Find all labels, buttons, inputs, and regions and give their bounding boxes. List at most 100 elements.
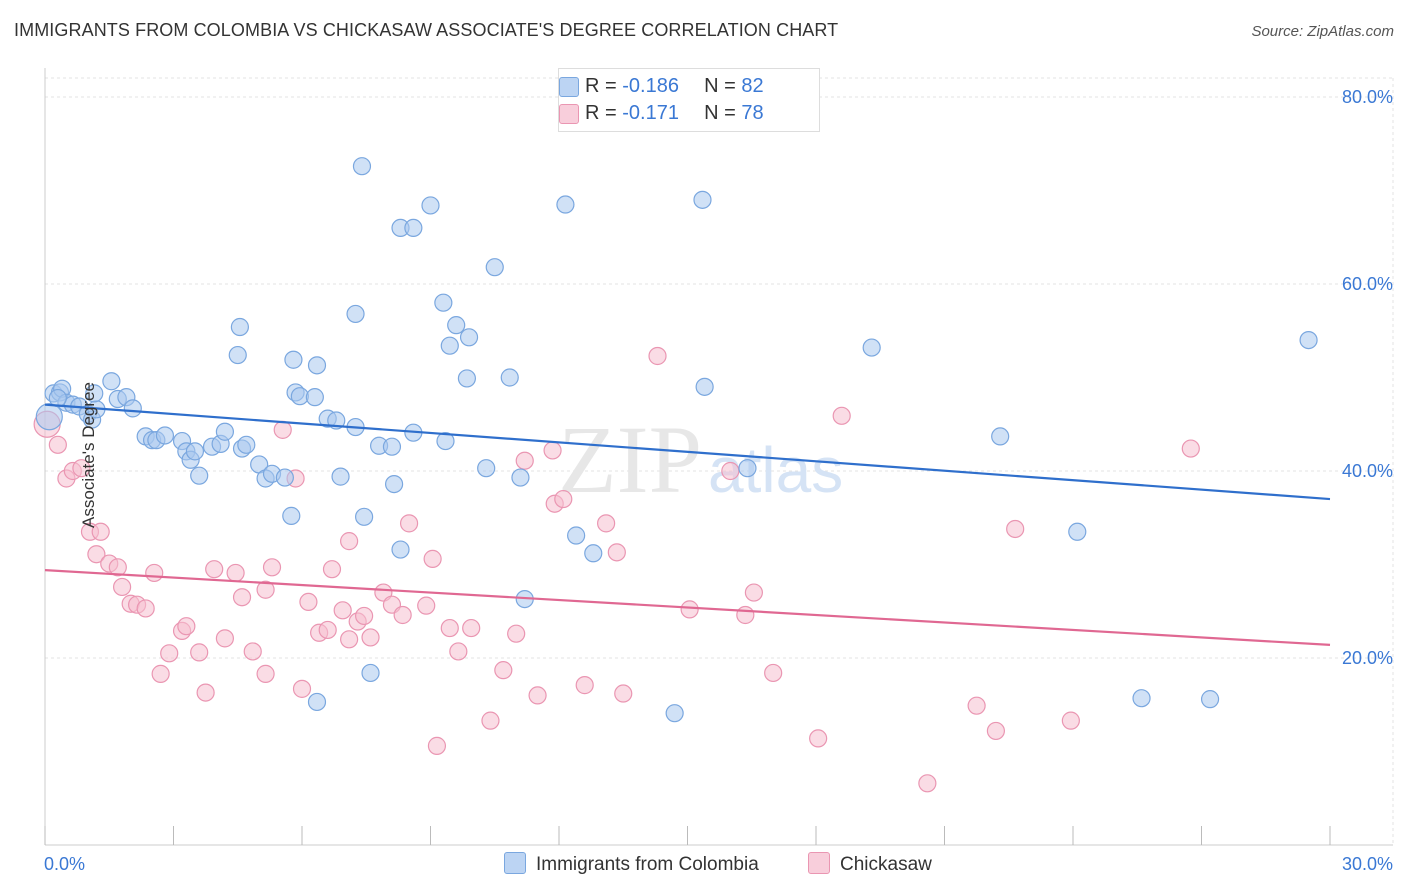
y-tick-label: 60.0% — [1342, 274, 1393, 294]
chickasaw-point — [226, 563, 245, 583]
legend-r-label: R = — [585, 75, 617, 97]
chickasaw-point — [417, 596, 436, 615]
chart-title: IMMIGRANTS FROM COLOMBIA VS CHICKASAW AS… — [14, 20, 839, 40]
chickasaw-point — [515, 451, 534, 470]
chickasaw-point — [273, 420, 292, 439]
chickasaw-point — [507, 624, 526, 643]
chickasaw-point — [918, 774, 937, 793]
colombia-point — [584, 544, 603, 563]
legend-r-value: -0.186 — [622, 75, 679, 97]
trend-lines — [44, 403, 1331, 647]
chickasaw-point — [91, 522, 110, 541]
legend-label-chickasaw: Chickasaw — [840, 854, 932, 875]
chickasaw-point — [333, 601, 352, 620]
colombia-point — [331, 467, 350, 486]
chickasaw-point — [340, 532, 359, 551]
chickasaw-point — [215, 629, 234, 648]
chickasaw-point — [481, 711, 500, 730]
chickasaw-point — [205, 560, 224, 579]
chickasaw-point — [393, 605, 412, 625]
chickasaw-point — [680, 600, 699, 619]
colombia-point — [275, 468, 294, 487]
chickasaw-point — [196, 683, 215, 702]
chickasaw-point — [292, 679, 312, 698]
legend-item-colombia: Immigrants from Colombia — [504, 852, 759, 876]
colombia-point — [434, 293, 453, 312]
chickasaw-point — [177, 617, 196, 636]
colombia-point — [440, 336, 459, 355]
colombia-point — [102, 372, 121, 391]
colombia-point — [500, 368, 519, 387]
chickasaw-point — [112, 577, 132, 597]
legend-swatch-pink — [808, 852, 830, 874]
chickasaw-point — [809, 729, 828, 748]
chickasaw-point — [597, 514, 616, 533]
correlation-legend: R = -0.186 N = 82 R = -0.171 N = 78 — [558, 68, 820, 132]
legend-row-colombia: R = -0.186 N = 82 — [559, 75, 764, 99]
colombia-point — [282, 506, 301, 525]
colombia-point — [305, 388, 324, 407]
colombia-point — [1200, 690, 1220, 709]
chickasaw-point — [48, 435, 67, 454]
legend-n-value: 82 — [741, 75, 764, 97]
chickasaw-point — [322, 560, 342, 579]
colombia-point — [284, 350, 303, 369]
chickasaw-point — [1061, 711, 1080, 730]
legend-swatch-blue — [559, 77, 579, 97]
colombia-point — [355, 507, 374, 526]
chickasaw-point — [832, 406, 851, 425]
colombia-point — [155, 426, 175, 445]
chickasaw-point — [440, 618, 459, 638]
chickasaw-point — [243, 642, 262, 661]
legend-item-chickasaw: Chickasaw — [808, 852, 932, 876]
colombia-point — [991, 427, 1010, 446]
legend-swatch-blue — [504, 852, 526, 874]
chickasaw-point — [607, 543, 626, 562]
chickasaw-point — [355, 606, 374, 626]
y-tick-label: 40.0% — [1342, 461, 1393, 481]
chickasaw-point — [967, 696, 986, 715]
colombia-point — [384, 474, 404, 494]
chickasaw-point — [736, 605, 755, 625]
chickasaw-point — [462, 618, 481, 638]
legend-n-label: N = — [704, 75, 736, 97]
colombia-trend-line — [44, 403, 1331, 501]
colombia-point — [447, 316, 466, 335]
chickasaw-point — [318, 620, 337, 640]
chickasaw-point — [256, 580, 275, 599]
colombia-point — [185, 442, 205, 461]
chickasaw-point — [764, 663, 783, 683]
legend-n-value: 78 — [741, 102, 764, 124]
legend-r-value: -0.171 — [622, 102, 679, 124]
chickasaw-point — [72, 459, 91, 478]
colombia-point — [862, 338, 881, 357]
chickasaw-point — [87, 545, 106, 564]
chickasaw-point — [136, 599, 155, 618]
colombia-point — [346, 304, 365, 324]
colombia-point — [307, 692, 327, 712]
chickasaw-point — [648, 346, 667, 366]
colombia-point — [237, 435, 256, 454]
chickasaw-point — [151, 664, 170, 683]
chickasaw-point — [1181, 439, 1200, 458]
legend-r-label: R = — [585, 102, 617, 124]
chickasaw-point — [744, 583, 763, 602]
colombia-point — [190, 466, 209, 485]
legend-n-label: N = — [704, 102, 736, 124]
colombia-point — [35, 403, 63, 431]
y-tick-label: 20.0% — [1342, 648, 1393, 668]
chickasaw-point — [575, 676, 594, 695]
x-tick-label: 0.0% — [44, 854, 85, 874]
colombia-point — [307, 356, 327, 375]
chickasaw-point — [160, 644, 179, 663]
chickasaw-point — [721, 461, 740, 481]
colombia-point — [1132, 689, 1151, 708]
chickasaw-point — [494, 661, 513, 680]
chickasaw-points — [33, 346, 1200, 793]
chickasaw-point — [427, 736, 447, 755]
colombia-point — [352, 157, 372, 176]
legend-row-chickasaw: R = -0.171 N = 78 — [559, 102, 764, 126]
chickasaw-point — [145, 563, 164, 583]
watermark: ZIPatlas — [558, 406, 843, 513]
